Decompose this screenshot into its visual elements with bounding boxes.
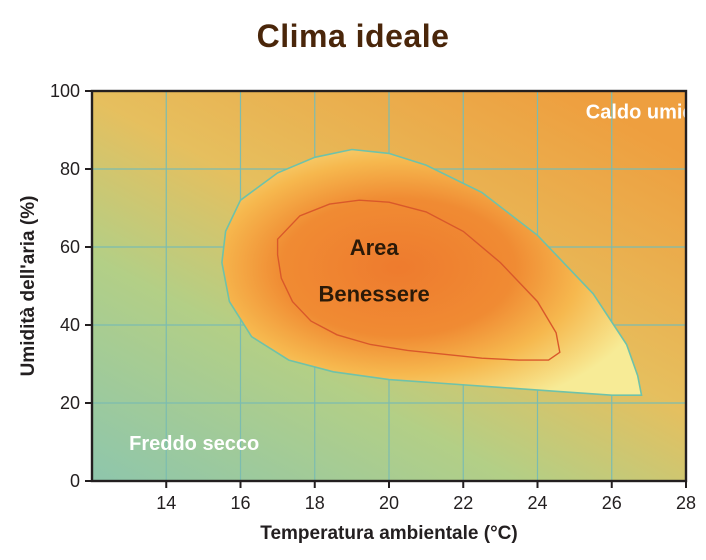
- label-cold-dry: Freddo secco: [129, 433, 259, 455]
- y-tick-label: 60: [60, 237, 80, 257]
- x-tick-label: 16: [230, 493, 250, 513]
- x-tick-label: 14: [156, 493, 176, 513]
- x-tick-label: 18: [305, 493, 325, 513]
- y-tick-label: 20: [60, 393, 80, 413]
- x-tick-label: 24: [527, 493, 547, 513]
- x-tick-label: 26: [602, 493, 622, 513]
- comfort-chart: Caldo umido Freddo secco Area Benessere 14 16…: [0, 61, 706, 560]
- x-tick-label: 20: [379, 493, 399, 513]
- y-tick-label: 40: [60, 315, 80, 335]
- chart-title: Clima ideale: [0, 0, 706, 61]
- chart-container: Caldo umido Freddo secco Area Benessere 14 16…: [0, 61, 706, 560]
- x-tick-label: 28: [676, 493, 696, 513]
- x-axis-label: Temperatura ambientale (°C): [260, 523, 517, 544]
- label-comfort-line2: Benessere: [318, 282, 429, 307]
- x-tick-label: 22: [453, 493, 473, 513]
- label-comfort-line1: Area: [350, 235, 400, 260]
- y-tick-label: 0: [70, 471, 80, 491]
- y-tick-label: 100: [50, 81, 80, 101]
- y-tick-label: 80: [60, 159, 80, 179]
- y-axis-label: Umidità dell'aria (%): [18, 196, 39, 377]
- label-hot-humid: Caldo umido: [586, 101, 706, 123]
